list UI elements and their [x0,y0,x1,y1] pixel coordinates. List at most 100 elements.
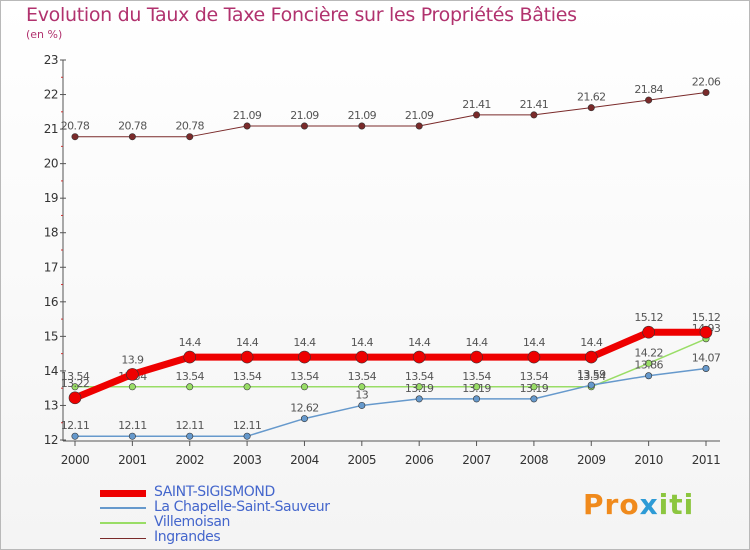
data-label: 13.54 [520,370,549,383]
data-point [71,133,79,141]
data-point [186,133,194,141]
data-point [128,133,136,141]
data-point [412,350,426,364]
data-label: 13.19 [405,382,434,395]
data-label: 13.54 [462,370,491,383]
data-label: 13.19 [462,382,491,395]
legend-entry: SAINT-SIGISMOND [100,484,400,501]
data-label: 12.11 [233,419,262,432]
x-tick-label: 2003 [233,453,262,467]
legend-swatch [100,507,146,509]
data-label: 21.09 [233,109,262,122]
data-label: 12.11 [61,419,90,432]
data-label: 20.78 [61,120,90,133]
data-point [128,432,136,440]
data-point [530,395,538,403]
x-tick-label: 2001 [118,453,147,467]
data-point [71,383,79,391]
data-point [645,372,653,380]
x-tick-label: 2000 [61,453,90,467]
data-label: 21.09 [348,109,377,122]
data-point [473,111,481,119]
data-point [699,325,713,339]
data-label: 22.06 [692,75,721,88]
data-point [71,432,79,440]
data-label: 13.9 [121,353,144,366]
data-point [243,122,251,130]
legend-swatch [100,489,146,497]
data-point [243,432,251,440]
data-label: 21.84 [634,83,663,96]
data-label: 14.4 [408,336,431,349]
data-point [473,383,481,391]
data-point [702,88,710,96]
x-tick-label: 2011 [692,453,721,467]
y-tick-label: 17 [44,260,58,274]
data-label: 13.54 [405,370,434,383]
data-point [470,350,483,364]
data-label: 21.41 [462,98,491,111]
data-label: 13.86 [634,359,663,372]
data-label: 20.78 [118,120,147,133]
y-tick-label: 18 [44,226,58,240]
logo-part-1: Pro [583,488,640,521]
legend-label: Villemoisan [154,514,230,530]
series-line-3 [71,328,710,402]
data-label: 13.54 [175,370,204,383]
chart-title: Evolution du Taux de Taxe Foncière sur l… [26,4,577,26]
y-tick-label: 20 [44,157,58,171]
legend-label: Ingrandes [154,529,221,545]
legend-entry: Villemoisan [100,514,400,531]
logo-part-2: x [639,488,659,521]
data-point [68,391,82,405]
data-label: 15.12 [692,311,721,324]
data-point [530,111,538,119]
data-label: 21.62 [577,91,606,104]
data-point [240,350,254,364]
data-label: 13.22 [61,377,90,390]
y-tick-label: 22 [44,88,58,102]
x-tick-label: 2007 [462,453,491,467]
data-point [300,122,308,130]
data-point [358,383,366,391]
data-point [473,395,481,403]
x-tick-label: 2005 [348,453,377,467]
data-point [186,432,194,440]
y-tick-label: 19 [44,191,58,205]
data-label: 14.4 [465,336,488,349]
x-tick-label: 2009 [577,453,606,467]
data-point [300,415,308,423]
data-point [358,122,366,130]
data-label: 12.11 [175,419,204,432]
data-label: 21.41 [520,98,549,111]
data-label: 21.09 [405,109,434,122]
x-tick-label: 2008 [520,453,549,467]
data-point [126,368,139,381]
data-point [128,383,136,391]
data-label: 14.4 [179,336,202,349]
data-point [530,383,538,391]
x-tick-label: 2010 [634,453,663,467]
data-label: 13.54 [290,370,319,383]
proxiti-logo: Proxiti [583,488,694,521]
data-point [186,383,194,391]
data-label: 14.4 [580,336,603,349]
data-point [702,364,710,372]
series-line-0 [74,91,707,138]
data-label: 14.4 [293,336,316,349]
x-tick-label: 2004 [290,453,319,467]
data-point [587,381,595,389]
unit-label: (en %) [26,28,63,41]
legend-entry: La Chapelle-Saint-Sauveur [100,499,400,516]
y-tick-label: 23 [44,53,58,67]
data-point [415,122,423,130]
y-tick-label: 21 [44,122,58,136]
data-label: 14.4 [523,336,546,349]
legend-label: La Chapelle-Saint-Sauveur [154,499,330,515]
legend-label: SAINT-SIGISMOND [154,484,275,500]
data-label: 15.12 [634,311,663,324]
data-label: 14.4 [236,336,259,349]
data-label: 13.54 [577,370,606,383]
x-tick-label: 2006 [405,453,434,467]
data-point [584,350,598,364]
